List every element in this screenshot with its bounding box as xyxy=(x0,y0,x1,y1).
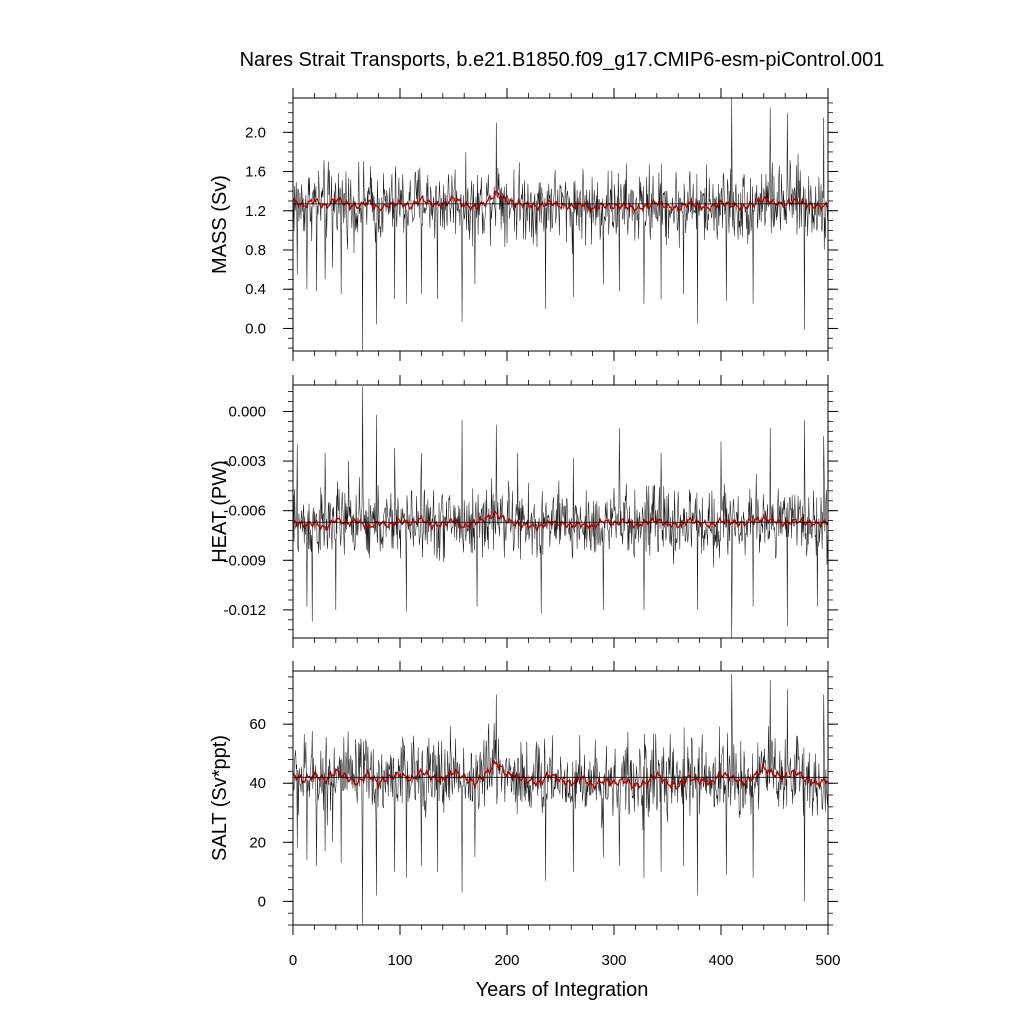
y-axis-label-salt: SALT (Sv*ppt) xyxy=(209,735,231,861)
y-tick-label-mass: 2.0 xyxy=(245,124,266,141)
panel-mass: 0.0 0.4 0.8 1.2 1.6 2.0 MASS (Sv) xyxy=(209,88,838,361)
panel-salt: 0 20 40 60 SALT (Sv*ppt) xyxy=(209,661,838,935)
x-tick-label: 500 xyxy=(815,952,840,969)
series-line-mass-smoothed xyxy=(293,190,828,214)
plot-frame-heat xyxy=(292,384,829,639)
y-tick-label-mass: 0.0 xyxy=(245,320,266,337)
x-axis: 0 100 200 300 400 500 xyxy=(289,952,841,969)
y-tick-label-heat: -0.003 xyxy=(223,453,266,470)
y-axis-label-mass: MASS (Sv) xyxy=(209,175,231,274)
x-tick-label: 100 xyxy=(387,952,412,969)
y-tick-label-heat: -0.009 xyxy=(223,552,266,569)
series-line-salt-annual xyxy=(293,673,828,925)
x-tick-label: 300 xyxy=(601,952,626,969)
plot-frame-salt xyxy=(292,670,829,926)
series-line-salt-smoothed xyxy=(293,758,828,792)
panels: 0.0 0.4 0.8 1.2 1.6 2.0 MASS (Sv) 0.000 -0.003 -0… xyxy=(209,88,838,935)
y-tick-label-heat: 0.000 xyxy=(228,403,266,420)
y-tick-label-salt: 60 xyxy=(249,716,266,733)
y-tick-label-salt: 40 xyxy=(249,775,266,792)
x-tick-label: 400 xyxy=(708,952,733,969)
y-tick-label-salt: 20 xyxy=(249,834,266,851)
y-tick-label-heat: -0.012 xyxy=(223,602,266,619)
x-tick-label: 200 xyxy=(494,952,519,969)
y-tick-label-mass: 0.8 xyxy=(245,242,266,259)
plot-frame-mass xyxy=(292,97,829,352)
y-tick-label-mass: 1.2 xyxy=(245,203,266,220)
x-tick-label: 0 xyxy=(289,952,297,969)
y-tick-label-salt: 0 xyxy=(258,893,266,910)
series-line-mass-annual xyxy=(293,98,828,351)
y-axis-label-heat: HEAT (PW) xyxy=(209,460,231,563)
y-tick-label-mass: 0.4 xyxy=(245,281,266,298)
x-axis-label: Years of Integration xyxy=(476,979,649,1001)
series-line-heat-annual xyxy=(293,386,828,638)
y-tick-label-mass: 1.6 xyxy=(245,164,266,181)
chart-title: Nares Strait Transports, b.e21.B1850.f09… xyxy=(240,49,885,71)
panel-heat: 0.000 -0.003 -0.006 -0.009 -0.012 HEAT (PW) xyxy=(209,375,838,648)
series-line-heat-smoothed xyxy=(293,510,828,532)
y-tick-label-heat: -0.006 xyxy=(223,503,266,520)
